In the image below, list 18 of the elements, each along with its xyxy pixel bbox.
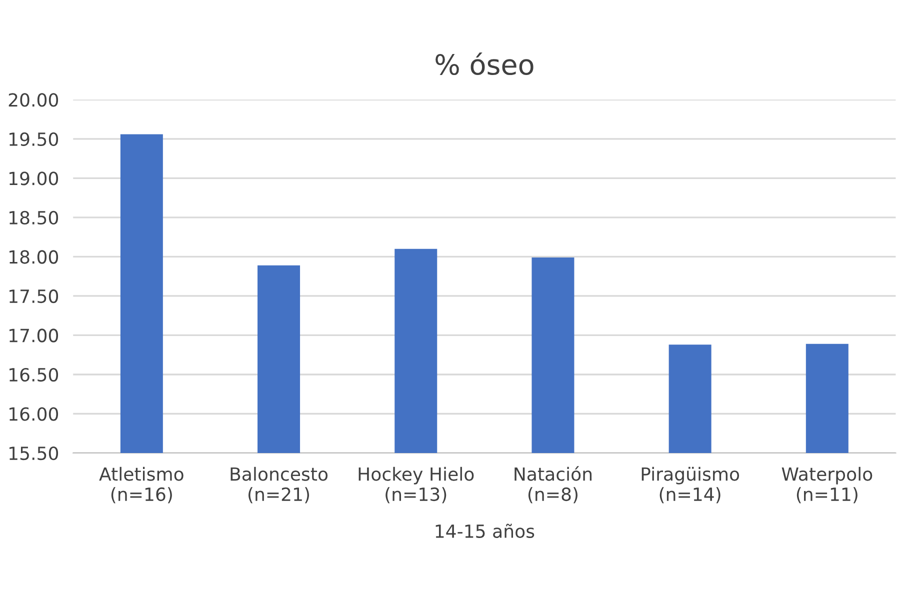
y-tick-label: 15.50 — [10, 446, 58, 460]
x-tick-label: Hockey Hielo (n=13) — [358, 466, 474, 504]
x-tick-label: Waterpolo (n=11) — [782, 466, 872, 504]
y-tick-label: 18.50 — [10, 210, 58, 225]
y-tick-label: 17.50 — [10, 289, 58, 304]
chart-title: % óseo — [436, 52, 534, 76]
x-tick-label: Piragüismo (n=14) — [642, 466, 740, 504]
y-tick-label: 19.00 — [10, 172, 58, 186]
y-tick-label: 18.00 — [10, 250, 58, 264]
y-tick-label: 17.00 — [10, 328, 58, 342]
x-axis-title: 14-15 años — [436, 524, 534, 538]
y-tick-label: 16.50 — [10, 368, 58, 382]
y-tick-label: 16.00 — [10, 407, 58, 421]
x-tick-label: Atletismo (n=16) — [99, 466, 184, 504]
x-tick-label: Baloncesto (n=21) — [230, 466, 328, 504]
y-tick-label: 19.50 — [10, 132, 58, 146]
x-tick-label: Natación (n=8) — [514, 466, 592, 504]
y-tick-label: 20.00 — [8, 93, 58, 107]
